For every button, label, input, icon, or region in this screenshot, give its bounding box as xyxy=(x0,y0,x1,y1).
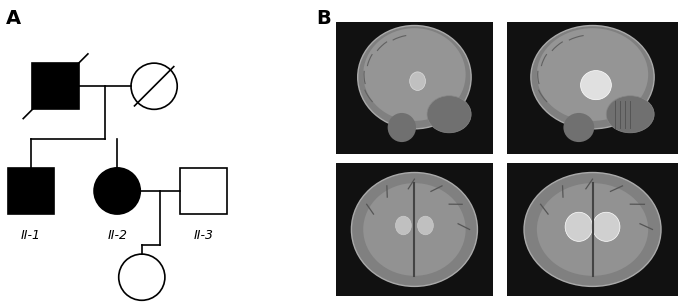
Circle shape xyxy=(94,168,140,214)
Text: II-2: II-2 xyxy=(107,229,127,242)
Ellipse shape xyxy=(606,96,654,133)
FancyBboxPatch shape xyxy=(8,168,54,214)
FancyBboxPatch shape xyxy=(32,63,79,109)
Ellipse shape xyxy=(537,28,648,121)
Ellipse shape xyxy=(410,72,425,91)
Ellipse shape xyxy=(395,216,411,235)
Text: II-1: II-1 xyxy=(401,22,426,37)
Ellipse shape xyxy=(537,183,648,276)
Ellipse shape xyxy=(581,71,612,100)
Ellipse shape xyxy=(531,26,654,129)
Ellipse shape xyxy=(363,28,466,121)
Text: II-2: II-2 xyxy=(579,22,603,37)
Ellipse shape xyxy=(427,96,471,133)
Text: B: B xyxy=(316,9,331,28)
Text: II-3: II-3 xyxy=(193,229,214,242)
Ellipse shape xyxy=(358,26,471,129)
Ellipse shape xyxy=(563,113,595,142)
Ellipse shape xyxy=(363,183,466,276)
Ellipse shape xyxy=(593,212,620,241)
Text: A: A xyxy=(6,9,21,28)
Ellipse shape xyxy=(418,216,434,235)
Text: II-1: II-1 xyxy=(21,229,41,242)
FancyBboxPatch shape xyxy=(180,168,227,214)
Ellipse shape xyxy=(524,172,661,286)
Ellipse shape xyxy=(351,172,477,286)
Ellipse shape xyxy=(565,212,593,241)
Ellipse shape xyxy=(388,113,416,142)
